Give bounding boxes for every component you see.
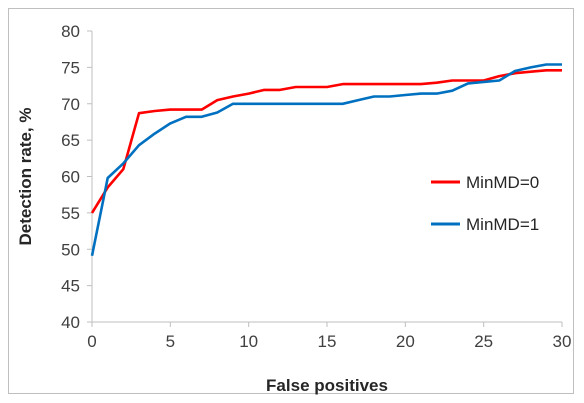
- y-tick-label: 45: [61, 277, 80, 296]
- series-line-minmd0: [90, 69, 562, 214]
- y-axis-title: Detection rate, %: [16, 108, 35, 246]
- y-tick-label: 80: [61, 22, 80, 41]
- y-tick-label: 50: [61, 240, 80, 259]
- x-tick-label: 0: [87, 332, 96, 351]
- x-tick-labels: 0 5 10 15 20 25 30: [87, 322, 571, 351]
- y-tick-labels: 40 45 50 55 60 65 70 75 80: [61, 22, 92, 332]
- x-tick-label: 20: [396, 332, 415, 351]
- x-tick-label: 15: [318, 332, 337, 351]
- series-line-minmd1: [90, 63, 562, 257]
- legend-label-minmd1: MinMD=1: [466, 215, 539, 234]
- y-tick-label: 65: [61, 131, 80, 150]
- legend-label-minmd0: MinMD=0: [466, 173, 539, 192]
- x-tick-label: 10: [239, 332, 258, 351]
- x-tick-label: 5: [166, 332, 175, 351]
- series-layer: [90, 63, 562, 257]
- legend: MinMD=0 MinMD=1: [431, 173, 539, 234]
- x-axis-title: False positives: [266, 376, 388, 395]
- x-tick-label: 25: [474, 332, 493, 351]
- y-tick-label: 60: [61, 168, 80, 187]
- y-tick-label: 70: [61, 95, 80, 114]
- x-tick-label: 30: [553, 332, 572, 351]
- y-tick-label: 40: [61, 313, 80, 332]
- y-tick-label: 55: [61, 204, 80, 223]
- y-tick-label: 75: [61, 58, 80, 77]
